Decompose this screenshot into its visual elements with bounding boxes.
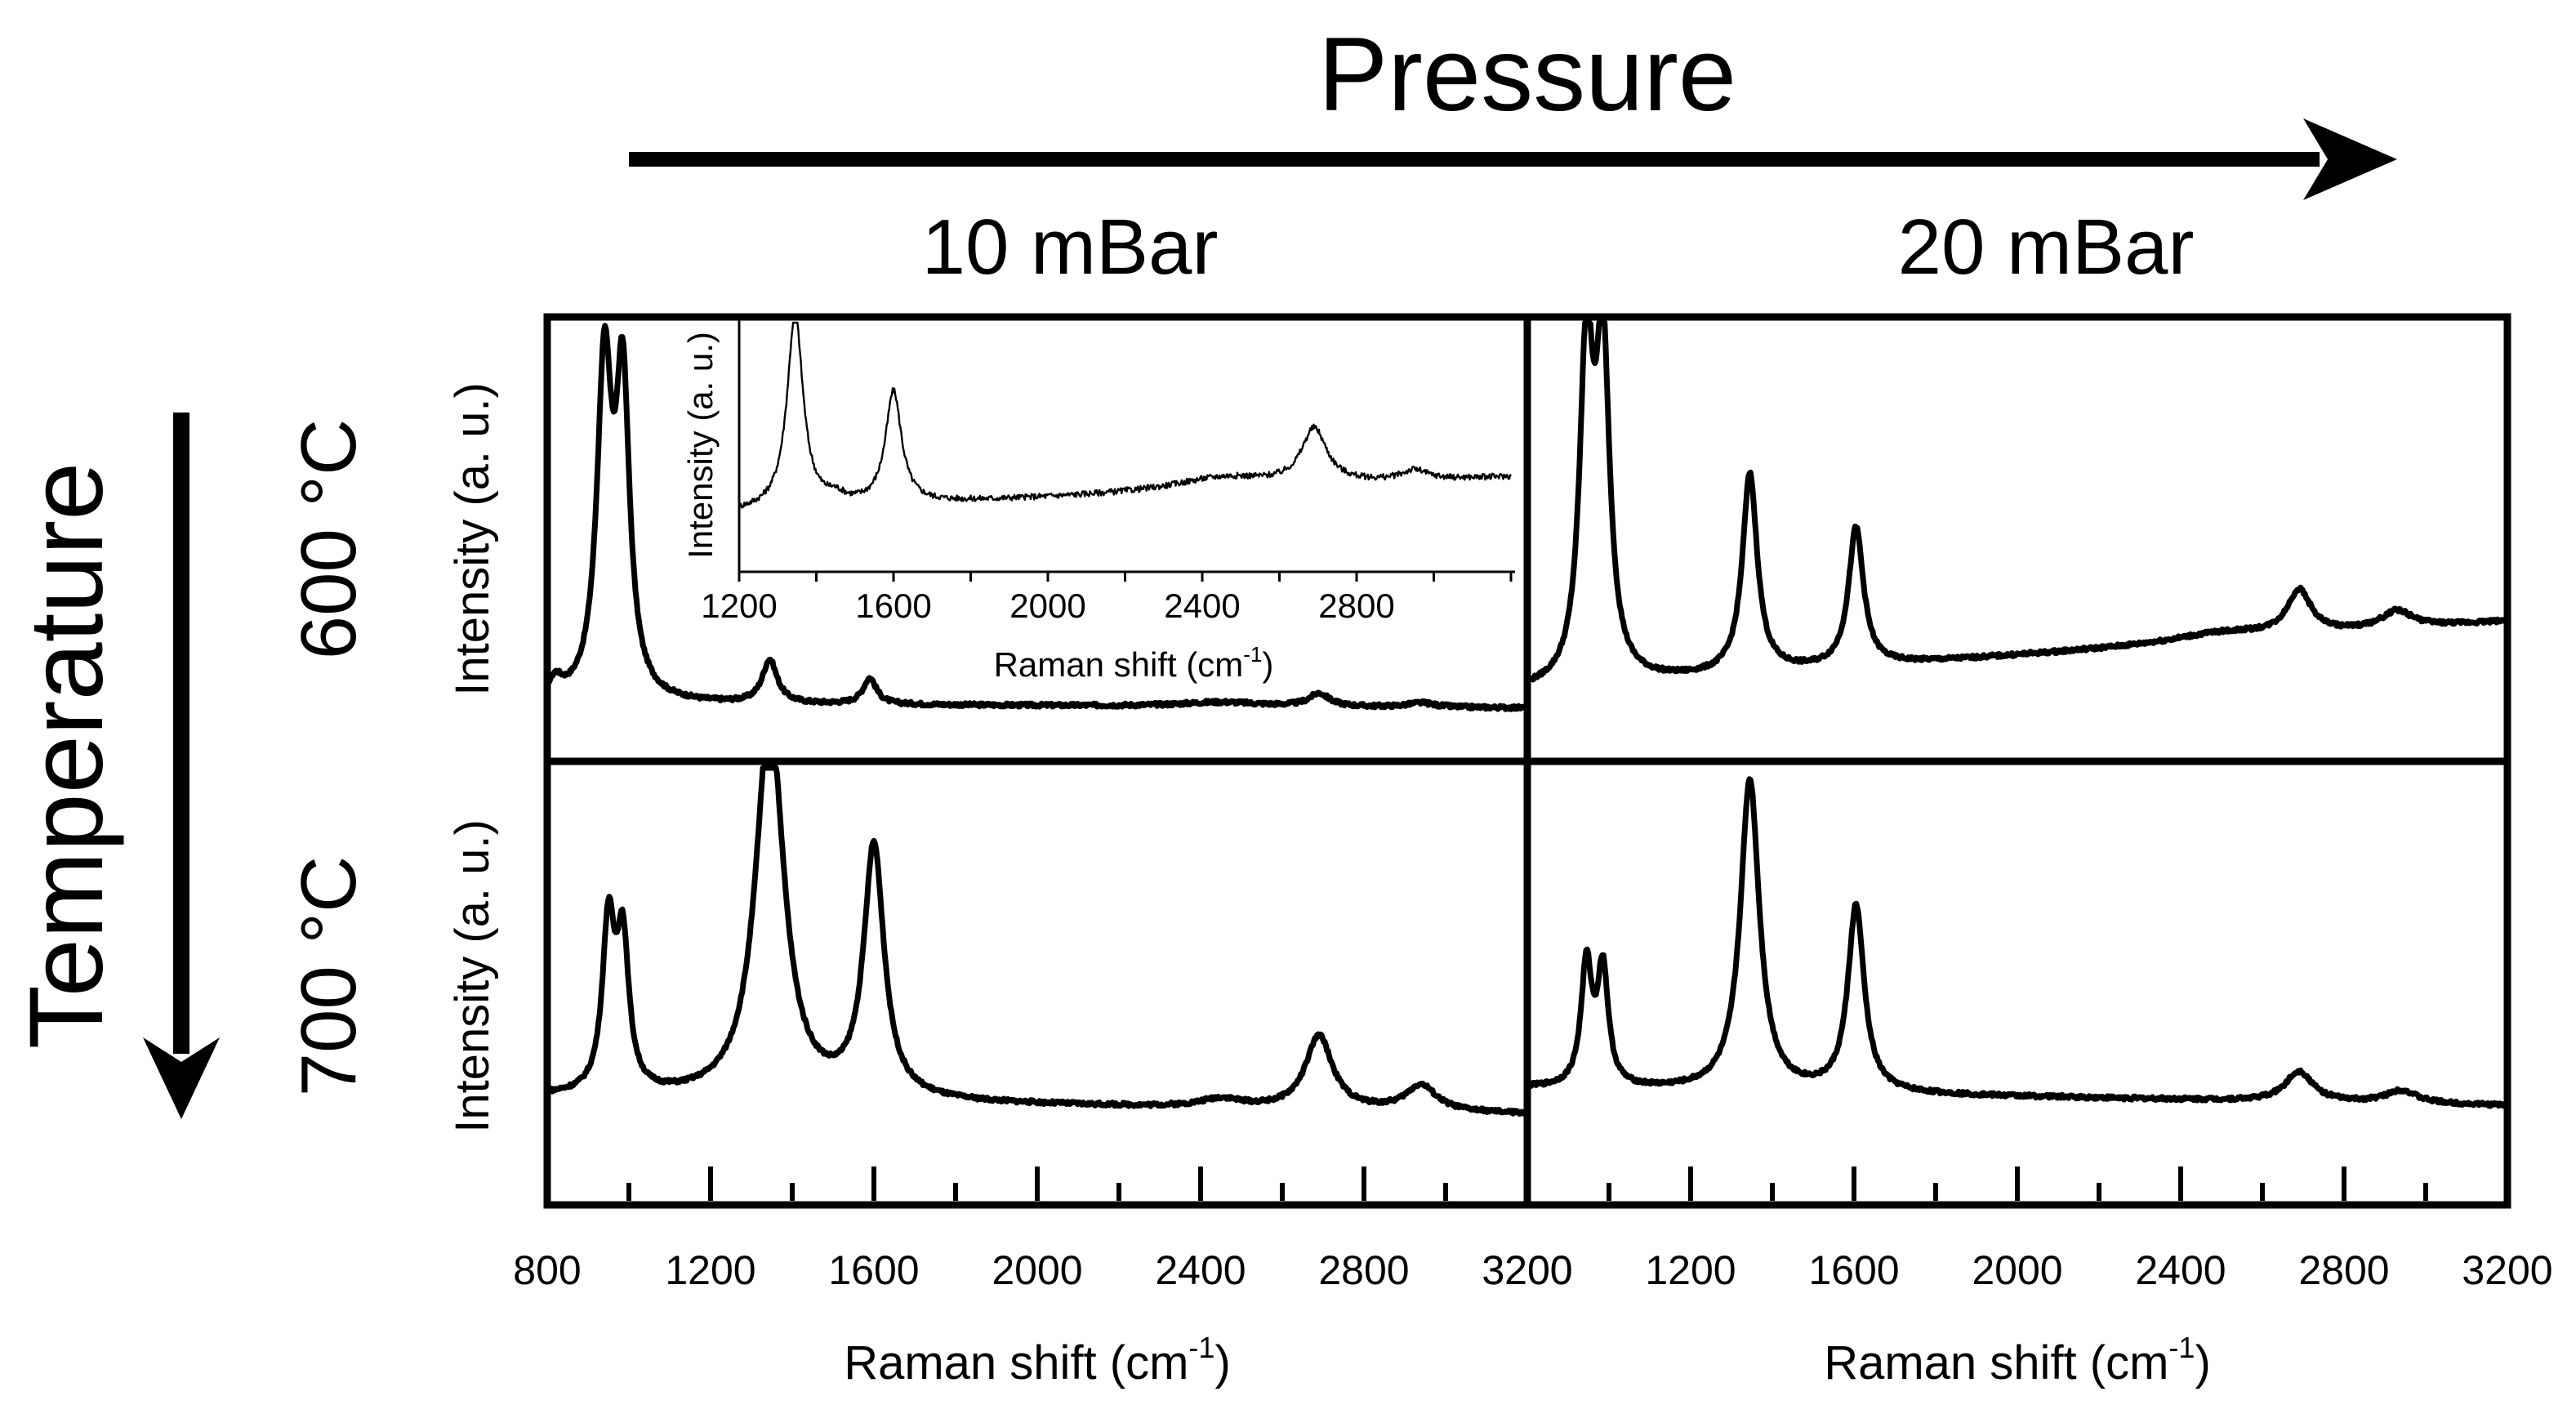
x-tick-label-right: 1600 — [1808, 1247, 1899, 1293]
x-tick-label-left: 2000 — [992, 1247, 1082, 1293]
inset-x-tick-label: 1600 — [855, 587, 931, 625]
x-tick-label-left: 2400 — [1155, 1247, 1246, 1293]
inset-chart: 1200 1600 2000 2400 2800 Intensity (a. u.) R… — [681, 319, 1515, 684]
pressure-arrow — [629, 118, 2397, 200]
x-tick-label-right: 2000 — [1972, 1247, 2062, 1293]
xlabel-left: Raman shift (cm-1) — [844, 1331, 1231, 1390]
spectrum-line-20mbar-600c — [1525, 319, 2510, 683]
x-tick-label-right: 3200 — [1482, 1247, 1572, 1293]
spectrum-line-20mbar-700c — [1525, 776, 2511, 1109]
temperature-arrow — [143, 413, 220, 1119]
ylabel-top: Intensity (a. u.) — [446, 382, 499, 696]
inset-ylabel: Intensity (a. u.) — [681, 332, 720, 559]
x-tick-label-right: 3200 — [2462, 1247, 2552, 1293]
x-tick-label-left: 3200 — [1482, 1247, 1572, 1293]
inset-x-tick-label: 2400 — [1164, 587, 1240, 625]
spectrum-line-10mbar-600c — [545, 323, 1530, 712]
x-tick-label-right: 2400 — [2135, 1247, 2226, 1293]
x-tick-label-left: 1600 — [828, 1247, 919, 1293]
spectrum-line-10mbar-600c-inset — [738, 321, 1512, 509]
inset-x-tick-label: 2800 — [1318, 587, 1394, 625]
x-tick-label-right: 2800 — [2298, 1247, 2389, 1293]
x-tick-label-left: 2800 — [1318, 1247, 1409, 1293]
spectra-layer — [545, 319, 2511, 1117]
spectrum-line-10mbar-700c — [545, 765, 1530, 1117]
ylabel-bottom: Intensity (a. u.) — [446, 819, 499, 1133]
inset-xlabel: Raman shift (cm-1) — [994, 642, 1274, 684]
panel-frames — [543, 313, 2511, 1209]
pressure-label: Pressure — [1318, 16, 1736, 133]
xlabel-right: Raman shift (cm-1) — [1824, 1331, 2211, 1390]
x-tick-label-right: 1200 — [1645, 1247, 1736, 1293]
x-tick-layer: 800 1200 1600 2000 2400 2800 3200 3200 1200 1600 2… — [513, 1167, 2553, 1293]
column-label-10mbar: 10 mBar — [922, 203, 1219, 291]
row-label-600c: 600 °C — [285, 419, 372, 660]
inset-x-tick-label: 2000 — [1009, 587, 1085, 625]
x-tick-label-left: 1200 — [665, 1247, 755, 1293]
temperature-label: Temperature — [8, 462, 125, 1050]
x-tick-label-left: 800 — [513, 1247, 581, 1293]
inset-x-tick-label: 1200 — [701, 587, 777, 625]
row-label-700c: 700 °C — [285, 856, 372, 1097]
inset-background — [731, 319, 1511, 576]
inset-tick-layer: 1200 1600 2000 2400 2800 — [701, 572, 1513, 625]
column-label-20mbar: 20 mBar — [1898, 203, 2195, 291]
